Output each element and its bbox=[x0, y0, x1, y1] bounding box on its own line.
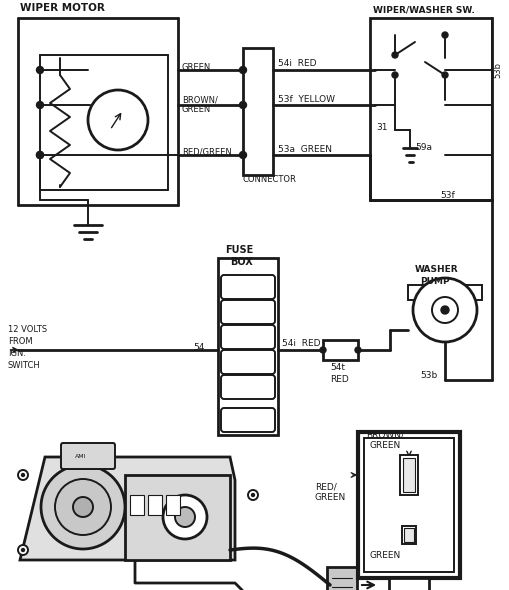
Text: 53b: 53b bbox=[420, 371, 437, 379]
Polygon shape bbox=[20, 457, 235, 560]
Circle shape bbox=[163, 495, 207, 539]
Text: WIPER MOTOR: WIPER MOTOR bbox=[20, 3, 105, 13]
Circle shape bbox=[248, 490, 258, 500]
Circle shape bbox=[21, 474, 24, 477]
Text: 59a: 59a bbox=[415, 143, 432, 152]
Circle shape bbox=[41, 465, 125, 549]
Bar bbox=[389, 578, 429, 590]
FancyBboxPatch shape bbox=[221, 300, 275, 324]
Text: GREEN: GREEN bbox=[370, 441, 401, 450]
Circle shape bbox=[37, 101, 43, 109]
Text: GREEN: GREEN bbox=[182, 106, 211, 114]
Text: RED: RED bbox=[330, 375, 349, 384]
Text: SWITCH: SWITCH bbox=[8, 362, 41, 371]
Circle shape bbox=[442, 72, 448, 78]
Circle shape bbox=[251, 493, 254, 497]
Bar bbox=[364, 438, 454, 572]
Circle shape bbox=[37, 152, 43, 159]
Circle shape bbox=[240, 67, 246, 74]
FancyBboxPatch shape bbox=[221, 325, 275, 349]
Bar bbox=[404, 528, 414, 542]
Text: FUSE: FUSE bbox=[225, 245, 253, 255]
Text: BROWN/: BROWN/ bbox=[182, 96, 218, 104]
Text: RED/GREEN: RED/GREEN bbox=[182, 148, 232, 156]
Text: BOX: BOX bbox=[230, 257, 253, 267]
Bar bbox=[218, 258, 278, 435]
Text: CONNECTOR: CONNECTOR bbox=[243, 175, 297, 185]
Text: 54t: 54t bbox=[330, 363, 345, 372]
Circle shape bbox=[21, 549, 24, 552]
Bar bbox=[370, 18, 492, 200]
Text: 54i  RED: 54i RED bbox=[278, 58, 317, 67]
Circle shape bbox=[441, 306, 449, 314]
Circle shape bbox=[37, 152, 43, 159]
Circle shape bbox=[320, 347, 326, 353]
FancyBboxPatch shape bbox=[221, 275, 275, 299]
Bar bbox=[400, 455, 418, 495]
Circle shape bbox=[392, 72, 398, 78]
FancyBboxPatch shape bbox=[221, 375, 275, 399]
Text: RED/: RED/ bbox=[315, 483, 337, 491]
Circle shape bbox=[37, 67, 43, 74]
Circle shape bbox=[432, 297, 458, 323]
Bar bbox=[403, 458, 415, 492]
Circle shape bbox=[355, 347, 361, 353]
Bar bbox=[402, 526, 416, 544]
Text: GREEN: GREEN bbox=[315, 493, 346, 503]
Text: GREEN: GREEN bbox=[182, 63, 211, 71]
Text: IGN.: IGN. bbox=[8, 349, 26, 359]
Bar bbox=[148, 495, 162, 515]
FancyBboxPatch shape bbox=[221, 350, 275, 374]
Polygon shape bbox=[125, 475, 230, 560]
Text: 53f: 53f bbox=[440, 192, 455, 201]
Text: 53f  YELLOW: 53f YELLOW bbox=[278, 94, 335, 103]
Circle shape bbox=[55, 479, 111, 535]
Circle shape bbox=[175, 507, 195, 527]
Text: 54: 54 bbox=[193, 343, 205, 352]
Bar bbox=[323, 340, 358, 360]
Bar bbox=[243, 48, 273, 175]
Circle shape bbox=[240, 152, 246, 159]
Text: WIPER/WASHER SW.: WIPER/WASHER SW. bbox=[373, 5, 475, 15]
Text: 53b: 53b bbox=[494, 62, 502, 78]
Text: AMI: AMI bbox=[75, 454, 87, 458]
Circle shape bbox=[413, 278, 477, 342]
Bar bbox=[408, 285, 482, 300]
Circle shape bbox=[240, 101, 246, 109]
Bar bbox=[327, 567, 357, 590]
Circle shape bbox=[88, 90, 148, 150]
Text: 54i  RED: 54i RED bbox=[282, 339, 321, 348]
FancyBboxPatch shape bbox=[221, 408, 275, 432]
Bar bbox=[358, 432, 460, 578]
Text: 12 VOLTS: 12 VOLTS bbox=[8, 326, 47, 335]
FancyBboxPatch shape bbox=[61, 443, 115, 469]
Text: 53a  GREEN: 53a GREEN bbox=[278, 145, 332, 153]
Circle shape bbox=[18, 545, 28, 555]
Text: BROWN/: BROWN/ bbox=[366, 431, 404, 440]
Text: 31: 31 bbox=[376, 123, 387, 132]
Text: PUMP: PUMP bbox=[420, 277, 449, 287]
Circle shape bbox=[392, 52, 398, 58]
Text: FROM: FROM bbox=[8, 337, 33, 346]
Circle shape bbox=[18, 470, 28, 480]
Text: WASHER: WASHER bbox=[415, 266, 459, 274]
Circle shape bbox=[73, 497, 93, 517]
Text: GREEN: GREEN bbox=[370, 550, 401, 559]
Bar bbox=[166, 495, 180, 515]
Circle shape bbox=[442, 32, 448, 38]
Bar bbox=[130, 495, 144, 515]
